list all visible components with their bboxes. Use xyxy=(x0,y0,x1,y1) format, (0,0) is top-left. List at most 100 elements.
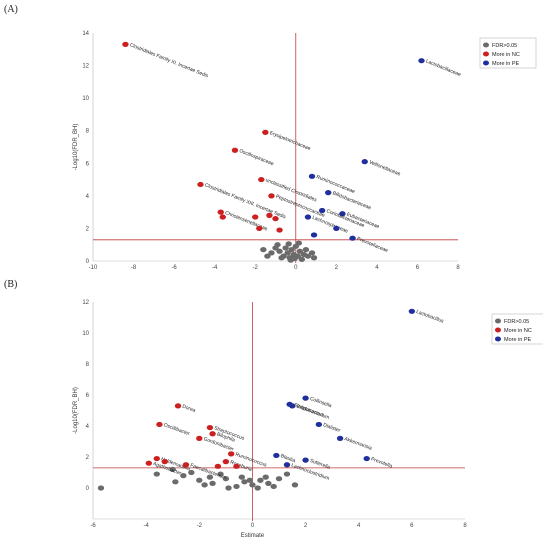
data-point-gray xyxy=(265,480,272,486)
data-point-gray xyxy=(169,466,176,472)
point-label: Veillonellaceae xyxy=(368,159,401,177)
data-point-pe xyxy=(336,435,344,441)
point-label: Erysipelotrichaceae xyxy=(269,130,312,152)
data-point-pe xyxy=(310,232,318,238)
data-point-nc xyxy=(122,41,129,48)
data-point-gray xyxy=(304,253,312,259)
data-point-gray xyxy=(241,479,248,485)
x-tick-label: -10 xyxy=(89,265,98,271)
y-tick-label: 10 xyxy=(82,96,89,102)
x-tick-label: 4 xyxy=(375,265,379,271)
data-point-pe xyxy=(308,173,316,179)
point-label: Akkermansia xyxy=(343,436,372,452)
data-point-gray xyxy=(254,485,261,491)
x-tick-label: -8 xyxy=(131,265,137,271)
data-point-pe xyxy=(283,462,291,468)
data-point-gray xyxy=(282,245,289,251)
data-point-gray xyxy=(278,255,285,261)
data-point-gray xyxy=(296,248,304,254)
data-point-pe xyxy=(315,421,323,428)
data-point-pe xyxy=(363,455,370,462)
data-point-gray xyxy=(225,485,232,491)
legend-label: FDR>0.05 xyxy=(504,319,529,325)
x-axis-label: Estimate xyxy=(241,533,265,539)
y-tick-label: 0 xyxy=(86,259,90,265)
y-axis-label: -Log10(FDR_BH) xyxy=(73,124,79,171)
x-tick-label: 0 xyxy=(251,523,255,529)
point-label: Lactobacillus xyxy=(415,309,445,325)
data-point-gray xyxy=(276,248,283,254)
data-point-nc xyxy=(227,451,235,457)
data-point-nc xyxy=(156,421,163,428)
x-tick-label: 6 xyxy=(416,265,420,271)
data-point-gray xyxy=(238,474,245,480)
legend-label: More in PE xyxy=(504,337,532,343)
legend-label: More in NC xyxy=(504,328,532,334)
point-label: Dorea xyxy=(181,404,196,414)
data-point-gray xyxy=(180,473,187,479)
data-point-gray xyxy=(217,471,224,477)
panel-label-a: (A) xyxy=(4,4,18,15)
data-point-nc xyxy=(217,209,224,215)
data-point-gray xyxy=(222,476,230,482)
data-point-pe xyxy=(408,308,416,314)
data-point-nc xyxy=(256,225,263,232)
data-point-nc xyxy=(174,403,182,409)
data-point-gray xyxy=(284,250,291,256)
data-point-nc xyxy=(262,129,269,135)
point-label: Clostridiales Family XI. Incertae Sedis xyxy=(129,42,210,79)
data-point-pe xyxy=(418,58,425,64)
data-point-gray xyxy=(262,474,269,480)
data-point-gray xyxy=(270,483,277,490)
y-tick-label: 10 xyxy=(82,331,89,337)
data-point-gray xyxy=(153,471,160,477)
panel-label-b: (B) xyxy=(4,279,18,290)
y-tick-label: 12 xyxy=(82,64,89,70)
y-tick-label: 6 xyxy=(86,393,90,399)
legend-marker-gray xyxy=(495,318,501,324)
data-point-gray xyxy=(298,256,306,262)
legend-marker-gray xyxy=(483,42,489,48)
x-tick-label: 8 xyxy=(456,265,460,271)
data-point-nc xyxy=(233,463,240,469)
legend-box xyxy=(479,37,537,69)
point-label: Dialister xyxy=(322,422,341,434)
point-label: Oscillospiraceae xyxy=(238,148,274,167)
data-point-nc xyxy=(268,193,275,199)
point-label: Oscillibacter xyxy=(163,422,191,437)
legend-label: More in PE xyxy=(492,61,520,67)
x-tick-label: 0 xyxy=(294,265,298,271)
data-point-gray xyxy=(302,247,310,253)
y-axis-label: -Log10(FDR_BH) xyxy=(73,387,79,434)
data-point-gray xyxy=(209,480,216,486)
data-point-nc xyxy=(145,460,152,466)
data-point-gray xyxy=(257,477,264,483)
y-tick-label: 12 xyxy=(82,300,89,306)
x-tick-label: -4 xyxy=(143,523,149,529)
y-tick-label: 6 xyxy=(86,161,90,167)
x-tick-label: 4 xyxy=(357,523,361,529)
x-tick-label: 2 xyxy=(335,265,339,271)
data-point-gray xyxy=(308,250,316,256)
y-tick-label: 4 xyxy=(86,424,90,430)
x-tick-label: 8 xyxy=(463,523,467,529)
data-point-nc xyxy=(209,431,216,437)
y-tick-label: 4 xyxy=(86,194,90,200)
point-label: Blautia xyxy=(280,453,297,464)
point-label: Lactobacillaceae xyxy=(425,58,462,78)
data-point-gray xyxy=(97,485,105,491)
data-point-pe xyxy=(273,452,280,459)
data-point-pe xyxy=(349,235,356,241)
volcano-plot-a: -10-8-6-4-20246802468101214Estimate-Log1… xyxy=(73,31,537,271)
data-point-nc xyxy=(258,176,265,183)
data-point-nc xyxy=(214,463,222,469)
y-tick-label: 0 xyxy=(86,486,90,492)
point-label: Clostridiales Family XIII. Incertae Sedi… xyxy=(204,182,287,220)
volcano-plot-b: -6 -4 -2 0 2 4 6 8 0 2 4 6 8 10 12 Estimate -Log10(FDR_B… xyxy=(73,300,543,539)
data-point-nc xyxy=(222,459,230,465)
data-point-gray xyxy=(260,247,267,253)
legend-label: FDR>0.05 xyxy=(492,43,517,49)
data-point-pe xyxy=(325,190,332,196)
y-tick-label: 8 xyxy=(86,362,90,368)
data-point-gray xyxy=(233,483,240,490)
